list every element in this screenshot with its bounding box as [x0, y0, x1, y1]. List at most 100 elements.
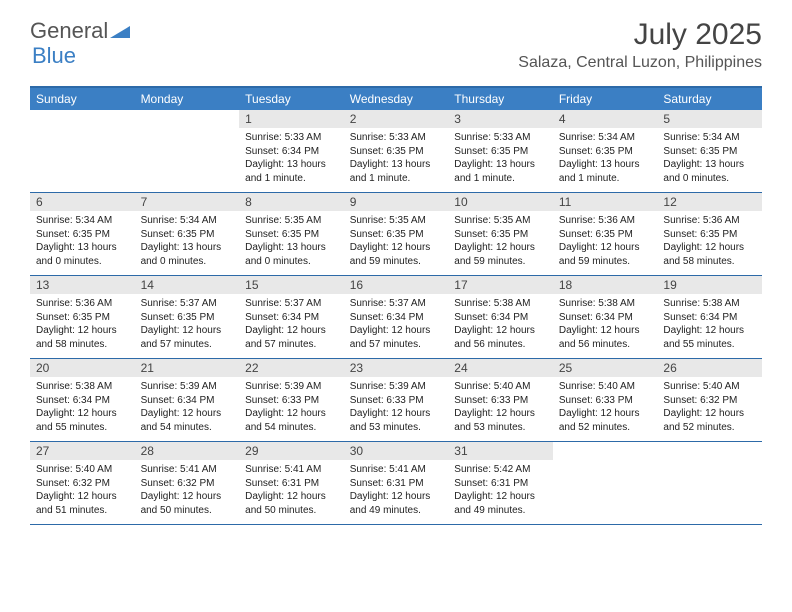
day-cell: 22Sunrise: 5:39 AMSunset: 6:33 PMDayligh…	[239, 359, 344, 441]
day-number: 31	[448, 442, 553, 460]
location: Salaza, Central Luzon, Philippines	[518, 54, 762, 72]
day-number: 3	[448, 110, 553, 128]
day-cell: 17Sunrise: 5:38 AMSunset: 6:34 PMDayligh…	[448, 276, 553, 358]
day-number: 5	[657, 110, 762, 128]
day-info: Sunrise: 5:36 AMSunset: 6:35 PMDaylight:…	[553, 211, 658, 274]
day-number: 15	[239, 276, 344, 294]
day-cell: 4Sunrise: 5:34 AMSunset: 6:35 PMDaylight…	[553, 110, 658, 192]
month-title: July 2025	[518, 18, 762, 52]
day-number: 4	[553, 110, 658, 128]
day-info: Sunrise: 5:35 AMSunset: 6:35 PMDaylight:…	[239, 211, 344, 274]
day-info: Sunrise: 5:39 AMSunset: 6:33 PMDaylight:…	[344, 377, 449, 440]
day-number: 18	[553, 276, 658, 294]
day-info: Sunrise: 5:41 AMSunset: 6:31 PMDaylight:…	[239, 460, 344, 523]
calendar: SundayMondayTuesdayWednesdayThursdayFrid…	[30, 86, 762, 525]
day-info: Sunrise: 5:37 AMSunset: 6:35 PMDaylight:…	[135, 294, 240, 357]
day-info: Sunrise: 5:34 AMSunset: 6:35 PMDaylight:…	[553, 128, 658, 191]
week-row: 6Sunrise: 5:34 AMSunset: 6:35 PMDaylight…	[30, 193, 762, 276]
weekday-header: Wednesday	[344, 88, 449, 110]
day-info: Sunrise: 5:38 AMSunset: 6:34 PMDaylight:…	[448, 294, 553, 357]
weekday-header: Tuesday	[239, 88, 344, 110]
day-number: 29	[239, 442, 344, 460]
day-cell: 13Sunrise: 5:36 AMSunset: 6:35 PMDayligh…	[30, 276, 135, 358]
day-number: 14	[135, 276, 240, 294]
day-cell: 14Sunrise: 5:37 AMSunset: 6:35 PMDayligh…	[135, 276, 240, 358]
day-cell: 19Sunrise: 5:38 AMSunset: 6:34 PMDayligh…	[657, 276, 762, 358]
day-info: Sunrise: 5:42 AMSunset: 6:31 PMDaylight:…	[448, 460, 553, 523]
day-cell: 26Sunrise: 5:40 AMSunset: 6:32 PMDayligh…	[657, 359, 762, 441]
day-cell: 5Sunrise: 5:34 AMSunset: 6:35 PMDaylight…	[657, 110, 762, 192]
day-cell: 16Sunrise: 5:37 AMSunset: 6:34 PMDayligh…	[344, 276, 449, 358]
logo: General	[30, 18, 130, 44]
day-cell: 27Sunrise: 5:40 AMSunset: 6:32 PMDayligh…	[30, 442, 135, 524]
weekday-header: Monday	[135, 88, 240, 110]
day-info: Sunrise: 5:34 AMSunset: 6:35 PMDaylight:…	[30, 211, 135, 274]
logo-triangle-icon	[110, 18, 130, 44]
day-number: 30	[344, 442, 449, 460]
day-number: 13	[30, 276, 135, 294]
day-info: Sunrise: 5:35 AMSunset: 6:35 PMDaylight:…	[344, 211, 449, 274]
day-number: 16	[344, 276, 449, 294]
day-number: 19	[657, 276, 762, 294]
weekday-header: Thursday	[448, 88, 553, 110]
weeks-container: 1Sunrise: 5:33 AMSunset: 6:34 PMDaylight…	[30, 110, 762, 525]
day-number: 24	[448, 359, 553, 377]
week-row: 27Sunrise: 5:40 AMSunset: 6:32 PMDayligh…	[30, 442, 762, 525]
day-info: Sunrise: 5:40 AMSunset: 6:32 PMDaylight:…	[657, 377, 762, 440]
logo-text-2: Blue	[32, 43, 76, 69]
day-info: Sunrise: 5:39 AMSunset: 6:34 PMDaylight:…	[135, 377, 240, 440]
day-cell: 10Sunrise: 5:35 AMSunset: 6:35 PMDayligh…	[448, 193, 553, 275]
day-info: Sunrise: 5:39 AMSunset: 6:33 PMDaylight:…	[239, 377, 344, 440]
day-cell: 7Sunrise: 5:34 AMSunset: 6:35 PMDaylight…	[135, 193, 240, 275]
day-number: 23	[344, 359, 449, 377]
day-info: Sunrise: 5:41 AMSunset: 6:32 PMDaylight:…	[135, 460, 240, 523]
day-cell: 25Sunrise: 5:40 AMSunset: 6:33 PMDayligh…	[553, 359, 658, 441]
day-number: 28	[135, 442, 240, 460]
day-cell: 28Sunrise: 5:41 AMSunset: 6:32 PMDayligh…	[135, 442, 240, 524]
day-cell: 1Sunrise: 5:33 AMSunset: 6:34 PMDaylight…	[239, 110, 344, 192]
logo-text-1: General	[30, 18, 108, 44]
day-info: Sunrise: 5:33 AMSunset: 6:34 PMDaylight:…	[239, 128, 344, 191]
header: General July 2025 Salaza, Central Luzon,…	[0, 0, 792, 78]
day-info: Sunrise: 5:36 AMSunset: 6:35 PMDaylight:…	[657, 211, 762, 274]
day-cell: 3Sunrise: 5:33 AMSunset: 6:35 PMDaylight…	[448, 110, 553, 192]
day-cell: 20Sunrise: 5:38 AMSunset: 6:34 PMDayligh…	[30, 359, 135, 441]
day-info: Sunrise: 5:37 AMSunset: 6:34 PMDaylight:…	[344, 294, 449, 357]
day-info: Sunrise: 5:36 AMSunset: 6:35 PMDaylight:…	[30, 294, 135, 357]
day-cell	[135, 110, 240, 192]
day-number: 17	[448, 276, 553, 294]
weekday-header: Sunday	[30, 88, 135, 110]
day-cell: 23Sunrise: 5:39 AMSunset: 6:33 PMDayligh…	[344, 359, 449, 441]
day-cell: 12Sunrise: 5:36 AMSunset: 6:35 PMDayligh…	[657, 193, 762, 275]
day-cell	[553, 442, 658, 524]
day-info: Sunrise: 5:40 AMSunset: 6:32 PMDaylight:…	[30, 460, 135, 523]
day-info: Sunrise: 5:37 AMSunset: 6:34 PMDaylight:…	[239, 294, 344, 357]
week-row: 13Sunrise: 5:36 AMSunset: 6:35 PMDayligh…	[30, 276, 762, 359]
day-cell	[30, 110, 135, 192]
day-info: Sunrise: 5:38 AMSunset: 6:34 PMDaylight:…	[657, 294, 762, 357]
day-number: 10	[448, 193, 553, 211]
day-cell: 6Sunrise: 5:34 AMSunset: 6:35 PMDaylight…	[30, 193, 135, 275]
weekday-header: Friday	[553, 88, 658, 110]
day-info: Sunrise: 5:34 AMSunset: 6:35 PMDaylight:…	[657, 128, 762, 191]
day-cell: 29Sunrise: 5:41 AMSunset: 6:31 PMDayligh…	[239, 442, 344, 524]
day-number: 1	[239, 110, 344, 128]
day-number: 26	[657, 359, 762, 377]
day-info: Sunrise: 5:38 AMSunset: 6:34 PMDaylight:…	[30, 377, 135, 440]
day-cell: 2Sunrise: 5:33 AMSunset: 6:35 PMDaylight…	[344, 110, 449, 192]
title-block: July 2025 Salaza, Central Luzon, Philipp…	[518, 18, 762, 72]
day-number: 21	[135, 359, 240, 377]
day-number: 12	[657, 193, 762, 211]
day-info: Sunrise: 5:38 AMSunset: 6:34 PMDaylight:…	[553, 294, 658, 357]
day-info: Sunrise: 5:33 AMSunset: 6:35 PMDaylight:…	[448, 128, 553, 191]
day-number: 22	[239, 359, 344, 377]
day-number: 9	[344, 193, 449, 211]
day-info: Sunrise: 5:35 AMSunset: 6:35 PMDaylight:…	[448, 211, 553, 274]
day-info: Sunrise: 5:34 AMSunset: 6:35 PMDaylight:…	[135, 211, 240, 274]
day-number: 20	[30, 359, 135, 377]
weekday-row: SundayMondayTuesdayWednesdayThursdayFrid…	[30, 88, 762, 110]
day-cell: 8Sunrise: 5:35 AMSunset: 6:35 PMDaylight…	[239, 193, 344, 275]
day-cell: 24Sunrise: 5:40 AMSunset: 6:33 PMDayligh…	[448, 359, 553, 441]
day-cell	[657, 442, 762, 524]
day-number: 11	[553, 193, 658, 211]
